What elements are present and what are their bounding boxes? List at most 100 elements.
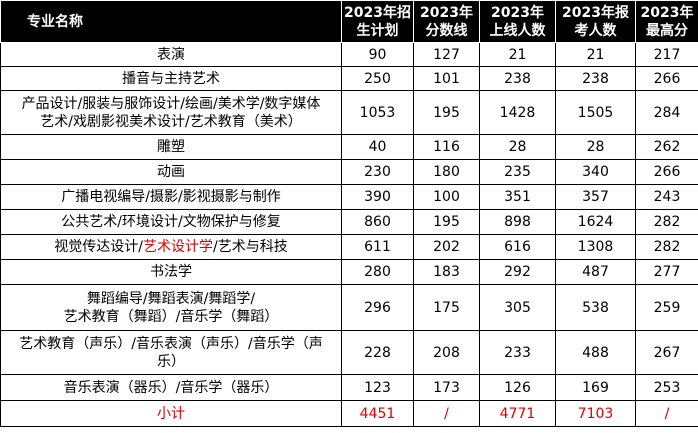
total-plan: 4451 <box>341 400 414 427</box>
passed-cell: 351 <box>479 184 556 210</box>
max-score-cell: 282 <box>635 209 698 235</box>
table-row: 动画 230 180 235 340 266 <box>0 159 698 185</box>
plan-cell: 1053 <box>341 90 414 135</box>
plan-cell: 860 <box>341 209 414 235</box>
major-name: 书法学 <box>0 259 342 285</box>
max-score-cell: 266 <box>635 66 698 91</box>
total-max-score: / <box>635 400 698 427</box>
cutoff-cell: 208 <box>413 330 480 375</box>
table-row: 表演 90 127 21 21 217 <box>0 42 698 67</box>
header-passed: 2023年 上线人数 <box>479 0 556 43</box>
total-cutoff: / <box>413 400 480 427</box>
major-name: 广播电视编导/摄影/影视摄影与制作 <box>0 184 342 210</box>
header-cutoff: 2023年 分数线 <box>413 0 480 43</box>
major-name: 艺术教育（声乐）/音乐表演（声乐）/音乐学（声 乐） <box>0 330 342 375</box>
plan-cell: 123 <box>341 374 414 401</box>
applicants-cell: 28 <box>555 134 636 160</box>
max-score-cell: 253 <box>635 374 698 401</box>
plan-cell: 228 <box>341 330 414 375</box>
major-name: 播音与主持艺术 <box>0 66 342 91</box>
applicants-cell: 169 <box>555 374 636 401</box>
cutoff-cell: 101 <box>413 66 480 91</box>
table-row: 艺术教育（声乐）/音乐表演（声乐）/音乐学（声 乐） 228 208 233 48… <box>0 330 698 375</box>
cutoff-cell: 175 <box>413 284 480 331</box>
passed-cell: 898 <box>479 209 556 235</box>
major-name: 动画 <box>0 159 342 185</box>
total-row: 小计 4451 / 4771 7103 / <box>0 400 698 427</box>
plan-cell: 90 <box>341 42 414 67</box>
header-major-name: 专业名称 <box>0 0 342 43</box>
table-row: 产品设计/服装与服饰设计/绘画/美术学/数字媒体 艺术/戏剧影视美术设计/艺术教育… <box>0 90 698 135</box>
table-row: 音乐表演（器乐）/音乐学（器乐） 123 173 126 169 253 <box>0 374 698 401</box>
major-name: 音乐表演（器乐）/音乐学（器乐） <box>0 374 342 401</box>
cutoff-cell: 180 <box>413 159 480 185</box>
plan-cell: 296 <box>341 284 414 331</box>
passed-cell: 235 <box>479 159 556 185</box>
passed-cell: 233 <box>479 330 556 375</box>
applicants-cell: 488 <box>555 330 636 375</box>
max-score-cell: 262 <box>635 134 698 160</box>
applicants-cell: 1308 <box>555 234 636 260</box>
cutoff-cell: 100 <box>413 184 480 210</box>
table-row: 视觉传达设计/艺术设计学/艺术与科技 611 202 616 1308 282 <box>0 234 698 260</box>
passed-cell: 616 <box>479 234 556 260</box>
max-score-cell: 217 <box>635 42 698 67</box>
total-applicants: 7103 <box>555 400 636 427</box>
cutoff-cell: 183 <box>413 259 480 285</box>
header-max-score: 2023年 最高分 <box>635 0 698 43</box>
passed-cell: 21 <box>479 42 556 67</box>
max-score-cell: 266 <box>635 159 698 185</box>
major-name: 表演 <box>0 42 342 67</box>
table-row: 广播电视编导/摄影/影视摄影与制作 390 100 351 357 243 <box>0 184 698 210</box>
passed-cell: 28 <box>479 134 556 160</box>
max-score-cell: 277 <box>635 259 698 285</box>
plan-cell: 280 <box>341 259 414 285</box>
header-plan: 2023年招 生计划 <box>341 0 414 43</box>
major-name: 产品设计/服装与服饰设计/绘画/美术学/数字媒体 艺术/戏剧影视美术设计/艺术教育… <box>0 90 342 135</box>
passed-cell: 1428 <box>479 90 556 135</box>
table-row: 公共艺术/环境设计/文物保护与修复 860 195 898 1624 282 <box>0 209 698 235</box>
max-score-cell: 243 <box>635 184 698 210</box>
max-score-cell: 282 <box>635 234 698 260</box>
applicants-cell: 340 <box>555 159 636 185</box>
applicants-cell: 1624 <box>555 209 636 235</box>
header-row: 专业名称 2023年招 生计划 2023年 分数线 2023年 上线人数 2023年报… <box>0 0 698 43</box>
applicants-cell: 487 <box>555 259 636 285</box>
max-score-cell: 267 <box>635 330 698 375</box>
major-name: 公共艺术/环境设计/文物保护与修复 <box>0 209 342 235</box>
total-label: 小计 <box>0 400 342 427</box>
applicants-cell: 238 <box>555 66 636 91</box>
plan-cell: 250 <box>341 66 414 91</box>
major-name: 雕塑 <box>0 134 342 160</box>
applicants-cell: 21 <box>555 42 636 67</box>
passed-cell: 238 <box>479 66 556 91</box>
passed-cell: 292 <box>479 259 556 285</box>
applicants-cell: 538 <box>555 284 636 331</box>
cutoff-cell: 127 <box>413 42 480 67</box>
header-applicants: 2023年报 考人数 <box>555 0 636 43</box>
plan-cell: 40 <box>341 134 414 160</box>
cutoff-cell: 195 <box>413 90 480 135</box>
major-name: 舞蹈编导/舞蹈表演/舞蹈学/艺术教育（舞蹈）/音乐学（舞蹈） <box>0 284 342 331</box>
plan-cell: 230 <box>341 159 414 185</box>
passed-cell: 305 <box>479 284 556 331</box>
cutoff-cell: 173 <box>413 374 480 401</box>
plan-cell: 390 <box>341 184 414 210</box>
highlighted-major: 艺术设计学 <box>143 239 213 255</box>
cutoff-cell: 195 <box>413 209 480 235</box>
applicants-cell: 357 <box>555 184 636 210</box>
table-row: 舞蹈编导/舞蹈表演/舞蹈学/艺术教育（舞蹈）/音乐学（舞蹈） 296 175 3… <box>0 284 698 331</box>
plan-cell: 611 <box>341 234 414 260</box>
table-row: 书法学 280 183 292 487 277 <box>0 259 698 285</box>
major-name: 视觉传达设计/艺术设计学/艺术与科技 <box>0 234 342 260</box>
cutoff-cell: 116 <box>413 134 480 160</box>
max-score-cell: 284 <box>635 90 698 135</box>
max-score-cell: 259 <box>635 284 698 331</box>
table-row: 播音与主持艺术 250 101 238 238 266 <box>0 66 698 91</box>
table-row: 雕塑 40 116 28 28 262 <box>0 134 698 160</box>
applicants-cell: 1505 <box>555 90 636 135</box>
cutoff-cell: 202 <box>413 234 480 260</box>
total-passed: 4771 <box>479 400 556 427</box>
passed-cell: 126 <box>479 374 556 401</box>
